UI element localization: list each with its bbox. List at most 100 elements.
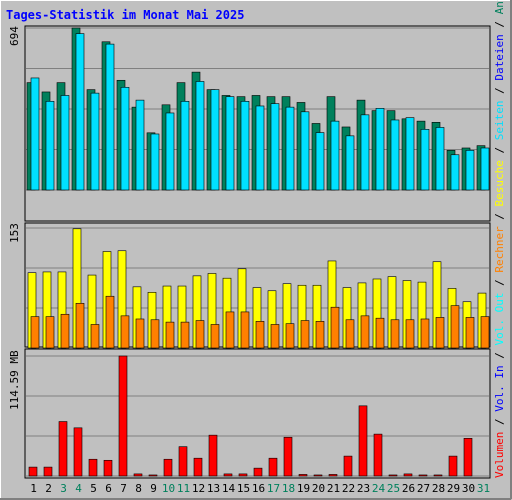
bar-seiten-day-22 [345, 135, 355, 191]
bar-rechner-day-16 [255, 321, 265, 349]
bar-rechner-day-7 [120, 315, 130, 349]
day-label-17: 17 [267, 482, 280, 495]
day-label-1: 1 [30, 482, 37, 495]
bar-rechner-day-8 [135, 318, 145, 349]
bar-volumen-day-30 [463, 438, 473, 477]
bar-volumen-day-21 [328, 474, 338, 477]
bar-seiten-day-2 [45, 100, 55, 191]
day-label-29: 29 [447, 482, 460, 495]
day-label-12: 12 [192, 482, 205, 495]
legend-part-8: Besuche [493, 160, 506, 206]
day-label-27: 27 [417, 482, 430, 495]
bar-rechner-day-3 [60, 313, 70, 349]
bar-seiten-day-19 [300, 111, 310, 191]
day-label-24: 24 [372, 482, 386, 495]
bar-volumen-day-28 [433, 474, 443, 477]
panel-frame-volume [24, 348, 491, 479]
day-label-30: 30 [462, 482, 475, 495]
bar-rechner-day-28 [435, 317, 445, 349]
legend-part-13: / [493, 14, 506, 34]
legend-part-2: Vol. In [493, 365, 506, 411]
bar-volumen-day-29 [448, 455, 458, 477]
bar-volumen-day-19 [298, 474, 308, 477]
day-label-4: 4 [75, 482, 82, 495]
bar-volumen-day-15 [238, 473, 248, 477]
bar-volumen-day-2 [43, 466, 53, 477]
bar-seiten-day-12 [195, 81, 205, 191]
bar-seiten-day-24 [375, 107, 385, 191]
bar-volumen-day-22 [343, 455, 353, 477]
legend-part-12: Dateien [493, 34, 506, 80]
bar-volumen-day-20 [313, 474, 323, 477]
day-label-28: 28 [432, 482, 445, 495]
x-axis-day-labels: 1 2 3 4 5 6 7 8 9 10 11 12 13 14 15 16 17 18 19 20 21 22 23 24 2… [30, 482, 490, 495]
bar-rechner-day-19 [300, 320, 310, 349]
day-label-13: 13 [207, 482, 220, 495]
bar-rechner-day-1 [30, 316, 40, 349]
bar-rechner-day-14 [225, 311, 235, 349]
bar-seiten-day-9 [150, 133, 160, 191]
legend-part-3: / [493, 346, 506, 366]
legend-part-9: / [493, 140, 506, 160]
bar-seiten-day-10 [165, 112, 175, 191]
bar-volumen-day-14 [223, 473, 233, 477]
bar-volumen-day-1 [28, 466, 38, 477]
bar-volumen-day-17 [268, 457, 278, 477]
bar-seiten-day-29 [450, 154, 460, 191]
bar-volumen-day-24 [373, 433, 383, 477]
day-label-22: 22 [342, 482, 355, 495]
day-label-11: 11 [177, 482, 190, 495]
bar-seiten-day-16 [255, 105, 265, 191]
bar-volumen-day-23 [358, 405, 368, 477]
bar-rechner-day-4 [75, 302, 85, 349]
bar-seiten-day-6 [105, 43, 115, 191]
chart-panels [24, 25, 491, 479]
day-label-31: 31 [477, 482, 490, 495]
bar-volumen-day-27 [418, 474, 428, 477]
bar-rechner-day-25 [390, 319, 400, 349]
legend-part-5: / [493, 273, 506, 293]
day-label-7: 7 [120, 482, 127, 495]
visits-max-label: 153 [8, 223, 21, 243]
day-label-15: 15 [237, 482, 250, 495]
legend-part-7: / [493, 206, 506, 226]
day-label-5: 5 [90, 482, 97, 495]
day-label-6: 6 [105, 482, 112, 495]
bar-volumen-day-11 [178, 446, 188, 477]
bar-volumen-day-26 [403, 473, 413, 477]
bar-rechner-day-2 [45, 316, 55, 349]
bar-seiten-day-27 [420, 129, 430, 191]
day-label-19: 19 [297, 482, 310, 495]
day-label-2: 2 [45, 482, 52, 495]
day-label-10: 10 [162, 482, 175, 495]
day-label-23: 23 [357, 482, 370, 495]
bar-seiten-day-26 [405, 117, 415, 191]
bar-rechner-day-9 [150, 319, 160, 349]
bar-seiten-day-18 [285, 106, 295, 191]
bar-seiten-day-4 [75, 33, 85, 191]
bar-seiten-day-3 [60, 95, 70, 191]
bar-seiten-day-25 [390, 119, 400, 191]
legend-part-10: Seiten [493, 100, 506, 140]
bar-volumen-day-25 [388, 474, 398, 477]
bar-volumen-day-5 [88, 458, 98, 477]
bar-seiten-day-1 [30, 77, 40, 191]
bar-seiten-day-20 [315, 132, 325, 191]
legend-part-11: / [493, 81, 506, 101]
bar-volumen-day-12 [193, 457, 203, 477]
bar-rechner-day-10 [165, 321, 175, 349]
bar-rechner-day-24 [375, 317, 385, 349]
bar-volumen-day-8 [133, 473, 143, 477]
bar-volumen-day-4 [73, 427, 83, 477]
bar-seiten-day-7 [120, 86, 130, 191]
legend-part-1: / [493, 412, 506, 432]
day-label-18: 18 [282, 482, 295, 495]
bar-volumen-day-10 [163, 458, 173, 477]
day-label-8: 8 [135, 482, 142, 495]
bar-seiten-day-28 [435, 127, 445, 191]
bar-seiten-day-21 [330, 120, 340, 191]
day-label-25: 25 [387, 482, 400, 495]
day-label-16: 16 [252, 482, 265, 495]
